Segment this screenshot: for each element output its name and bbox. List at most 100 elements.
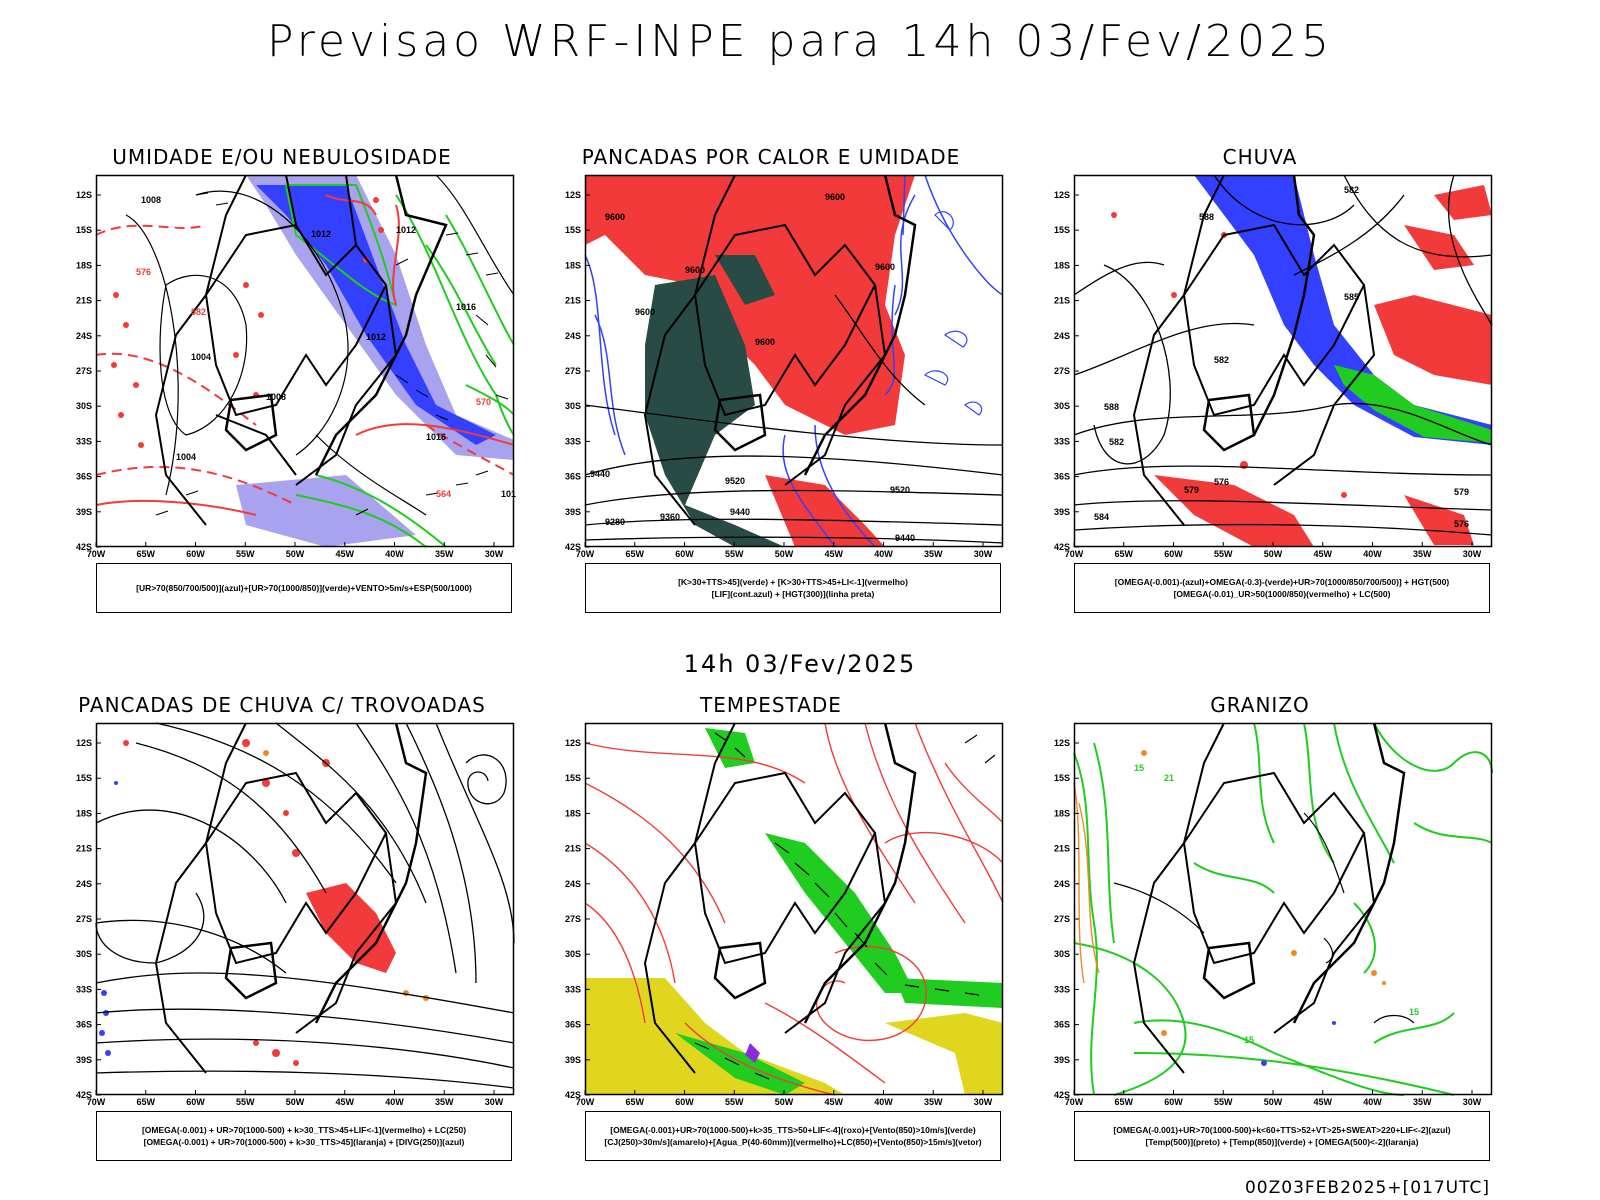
run-stamp: 00Z03FEB2025+[017UTC] xyxy=(1244,1178,1490,1198)
lon-tick-label: 30W xyxy=(974,1097,993,1107)
lat-tick-label: 12S xyxy=(565,190,581,200)
panel-chuva: CHUVA 582 588 585 582 588 582 579 576 xyxy=(1030,145,1500,625)
instability-green xyxy=(645,275,785,547)
lat-tick-label: 18S xyxy=(565,808,581,818)
lat-tick-label: 15S xyxy=(76,773,92,783)
lat-tick-label: 27S xyxy=(565,366,581,376)
lon-tick-label: 65W xyxy=(1114,549,1133,559)
lat-tick-label: 36S xyxy=(565,472,581,482)
map-label: 9600 xyxy=(825,192,845,202)
map-tempestade: 12S 15S 18S 21S 24S 27S 30S 33S 36S 39S 42S 70W 65W 6… xyxy=(565,722,1004,1107)
map-label: 588 xyxy=(1104,402,1119,412)
lon-tick-label: 50W xyxy=(775,1097,794,1107)
map-label: 570 xyxy=(476,397,491,407)
lat-tick-label: 18S xyxy=(1054,260,1070,270)
lon-tick-label: 45W xyxy=(335,1097,354,1107)
valid-time-title: 14h 03/Fev/2025 xyxy=(683,650,917,678)
lat-tick-label: 15S xyxy=(76,225,92,235)
lon-tick-label: 65W xyxy=(625,549,644,559)
country-borders xyxy=(1182,771,1366,965)
lat-tick-label: 39S xyxy=(1054,1055,1070,1065)
lon-tick-label: 50W xyxy=(286,1097,305,1107)
lon-tick-label: 70W xyxy=(1065,549,1084,559)
lat-tick-label: 42S xyxy=(1054,542,1070,552)
lat-tick-label: 39S xyxy=(565,507,581,517)
lon-tick-label: 30W xyxy=(485,549,504,559)
lon-tick-label: 70W xyxy=(576,1097,595,1107)
lat-tick-label: 24S xyxy=(565,331,581,341)
lat-tick-label: 30S xyxy=(76,401,92,411)
lon-tick-label: 40W xyxy=(385,1097,404,1107)
lon-tick-label: 60W xyxy=(1164,549,1183,559)
hgt500-contours xyxy=(1073,174,1493,536)
panel-trovoadas: PANCADAS DE CHUVA C/ TROVOADAS 12S 15S 18S… xyxy=(52,693,522,1173)
lat-tick-label: 42S xyxy=(76,1090,92,1100)
lon-tick-label: 70W xyxy=(576,549,595,559)
legend: [OMEGA(-0.001) + UR>70(1000-500) + k>30_… xyxy=(96,1111,512,1161)
map-label: 576 xyxy=(136,267,151,277)
lon-tick-label: 60W xyxy=(675,1097,694,1107)
map-label: 588 xyxy=(1199,212,1214,222)
lon-tick-label: 40W xyxy=(1363,549,1382,559)
country-borders xyxy=(1182,223,1366,417)
lat-tick-label: 39S xyxy=(76,507,92,517)
map-label: 9600 xyxy=(875,262,895,272)
map-label: 15 xyxy=(1244,1035,1254,1045)
rain-green xyxy=(1334,365,1492,443)
jet-yellow xyxy=(585,978,845,1095)
map-label: 9440 xyxy=(590,469,610,479)
coastline xyxy=(803,174,917,476)
lat-tick-label: 18S xyxy=(565,260,581,270)
map-label: 579 xyxy=(1184,485,1199,495)
lat-tick-label: 27S xyxy=(1054,366,1070,376)
wind850-green xyxy=(765,833,915,993)
map-granizo: 15 15 15 21 12S 15S 18S 21S 24S 27S 30S 33S 36S 3… xyxy=(1054,722,1493,1107)
legend: [K>30+TTS>45](verde) + [K>30+TTS>45+LI<-… xyxy=(585,563,1001,613)
lon-tick-label: 50W xyxy=(775,549,794,559)
lat-tick-label: 12S xyxy=(76,738,92,748)
temp500-black xyxy=(1113,812,1415,1024)
lon-tick-label: 40W xyxy=(874,549,893,559)
hgt300-contours xyxy=(584,294,1004,544)
legend-line: [OMEGA(-0.001)-(azul)+OMEGA(-0.3)-(verde… xyxy=(1114,577,1450,587)
lon-tick-label: 65W xyxy=(136,1097,155,1107)
lat-tick-label: 33S xyxy=(76,984,92,994)
panel-pancadas-calor: PANCADAS POR CALOR E UMIDADE 9600 9600 9… xyxy=(541,145,1011,625)
map-chuva: 582 588 585 582 588 582 579 576 579 576 … xyxy=(1054,174,1493,559)
lat-tick-label: 42S xyxy=(565,542,581,552)
legend-line: [OMEGA(-0.001)+UR>70(1000-500)+k<60+TTS>… xyxy=(1113,1125,1451,1135)
coastline xyxy=(803,722,917,1024)
legend-line: [CJ(250)>30m/s](amarelo)+[Agua_P(40-60mm… xyxy=(604,1137,982,1147)
lon-tick-label: 60W xyxy=(186,1097,205,1107)
lon-tick-label: 60W xyxy=(186,549,205,559)
lat-tick-label: 15S xyxy=(565,225,581,235)
map-label: 1016 xyxy=(456,302,476,312)
coastline xyxy=(1292,722,1406,1024)
lon-tick-label: 35W xyxy=(924,1097,943,1107)
lat-tick-label: 36S xyxy=(1054,472,1070,482)
lon-tick-label: 55W xyxy=(236,549,255,559)
map-label: 582 xyxy=(191,307,206,317)
coastline xyxy=(1252,174,1316,436)
legend: [OMEGA(-0.001)-(azul)+OMEGA(-0.3)-(verde… xyxy=(1074,563,1490,613)
lat-tick-label: 21S xyxy=(565,844,581,854)
lon-tick-label: 55W xyxy=(725,1097,744,1107)
lon-tick-label: 35W xyxy=(1413,1097,1432,1107)
panel-title: UMIDADE E/OU NEBULOSIDADE xyxy=(112,145,452,169)
lat-tick-label: 15S xyxy=(565,773,581,783)
lat-tick-label: 12S xyxy=(1054,738,1070,748)
lat-tick-label: 30S xyxy=(1054,949,1070,959)
coastline xyxy=(314,174,448,476)
lat-tick-label: 21S xyxy=(76,844,92,854)
lon-tick-label: 65W xyxy=(625,1097,644,1107)
map-label: 9280 xyxy=(605,517,625,527)
lat-tick-label: 30S xyxy=(565,401,581,411)
lat-tick-label: 33S xyxy=(565,984,581,994)
country-borders xyxy=(693,223,877,417)
lat-tick-label: 12S xyxy=(76,190,92,200)
coastline xyxy=(314,722,428,1024)
map-label: 15 xyxy=(1409,1007,1419,1017)
lon-tick-label: 60W xyxy=(1164,1097,1183,1107)
map-umidade: 1008 1004 1012 1016 576 570 582 564 1008… xyxy=(76,174,516,559)
lon-tick-label: 35W xyxy=(924,549,943,559)
